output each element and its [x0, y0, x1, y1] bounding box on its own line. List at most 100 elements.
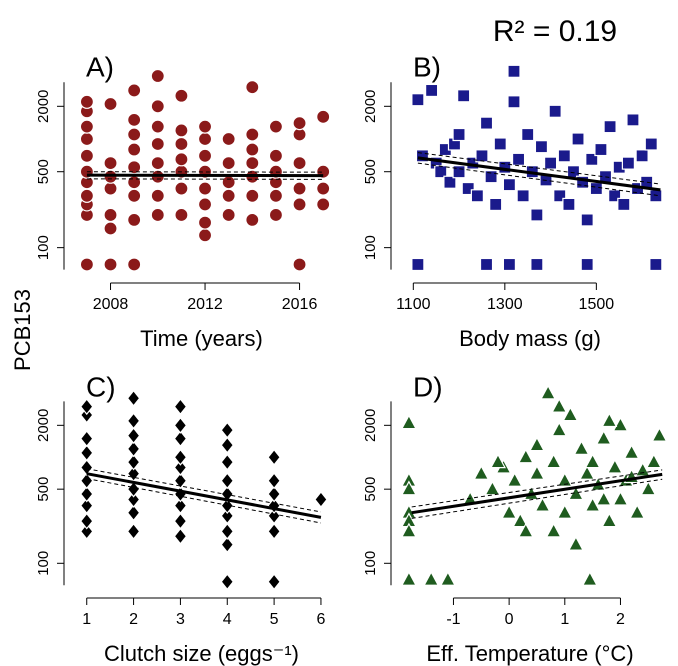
point [502, 178, 517, 192]
point [220, 507, 235, 525]
point [400, 570, 417, 586]
x-tick-label: 2 [616, 611, 625, 628]
point [584, 496, 601, 512]
point [540, 384, 557, 400]
x-tick-label: 1 [82, 611, 91, 628]
x-tick-label: -1 [446, 611, 460, 628]
point [103, 207, 118, 223]
point [473, 464, 490, 480]
fit-line [86, 173, 324, 178]
point [197, 197, 213, 212]
point [545, 522, 562, 538]
point [267, 448, 281, 466]
point [626, 113, 640, 127]
point [489, 453, 506, 469]
point [651, 426, 668, 442]
point [197, 215, 213, 230]
point [268, 188, 284, 203]
point [174, 136, 189, 152]
point [470, 189, 484, 203]
point [493, 137, 507, 151]
panel-label: D) [413, 371, 443, 402]
point [511, 152, 526, 166]
y-tick-label: 2000 [35, 90, 52, 123]
point [507, 95, 521, 109]
point [606, 458, 623, 474]
point [551, 397, 568, 413]
point [221, 207, 236, 223]
point [603, 120, 617, 134]
point [220, 436, 235, 454]
point [649, 257, 663, 272]
panel-label: A) [86, 51, 114, 82]
point [585, 152, 599, 166]
panel-label: B) [413, 51, 441, 82]
point [400, 414, 417, 430]
point [174, 123, 189, 138]
point [173, 416, 188, 434]
point [530, 257, 544, 272]
point [79, 485, 94, 503]
point [475, 149, 489, 163]
point [629, 503, 646, 519]
point [103, 221, 118, 236]
point [580, 213, 594, 227]
y-tick-label: 2000 [362, 409, 379, 442]
x-tick-label: 2016 [282, 296, 318, 313]
point [79, 472, 94, 490]
point [127, 142, 142, 157]
point [197, 119, 213, 134]
point [220, 485, 235, 503]
point [584, 453, 601, 469]
x-tick-label: 2012 [187, 296, 223, 313]
point [292, 197, 307, 212]
point [174, 152, 189, 167]
point [220, 453, 235, 471]
point [79, 497, 94, 515]
point [457, 89, 471, 103]
y-tick-label: 2000 [362, 90, 379, 123]
x-tick-label: 1100 [396, 296, 431, 313]
point [197, 148, 213, 163]
point [479, 116, 494, 130]
point [556, 503, 573, 519]
point [150, 68, 165, 84]
confidence-line [417, 152, 661, 185]
point [79, 131, 95, 147]
point [174, 181, 189, 196]
y-tick-label: 100 [362, 551, 379, 576]
point [220, 536, 235, 554]
point [127, 257, 142, 272]
x-tick-label: 1300 [487, 296, 523, 313]
point [79, 94, 95, 109]
point [521, 127, 535, 142]
fit-line [411, 472, 663, 515]
point [645, 453, 662, 469]
point [173, 448, 188, 466]
point [103, 156, 118, 171]
point [221, 175, 236, 190]
point [150, 207, 165, 223]
point [512, 512, 529, 528]
point [103, 181, 118, 196]
point [589, 181, 603, 196]
point [221, 156, 236, 171]
y-tick-label: 100 [35, 551, 52, 576]
y-tick-label: 2000 [35, 409, 52, 442]
point [400, 480, 417, 496]
point [127, 112, 142, 127]
y-tick-label: 500 [362, 159, 379, 184]
point [245, 127, 260, 142]
point [452, 165, 466, 179]
y-tick-label: 500 [35, 159, 52, 184]
point [245, 156, 260, 171]
point [534, 140, 549, 154]
point [127, 175, 142, 190]
point [314, 490, 328, 508]
point [543, 156, 558, 170]
point [268, 207, 284, 223]
point [127, 212, 142, 228]
fit-line [417, 156, 661, 192]
x-tick-label: 0 [505, 611, 514, 628]
